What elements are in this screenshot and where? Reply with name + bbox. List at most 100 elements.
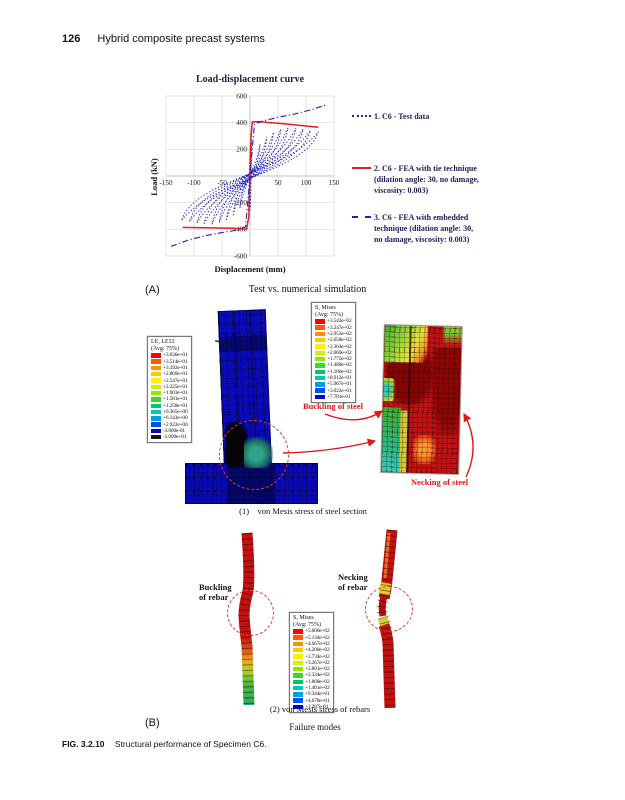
buckling-of-steel-label: Buckling of steel bbox=[303, 401, 363, 411]
legend-marker-solid bbox=[352, 167, 371, 169]
legend-row: +2.225e+01 bbox=[151, 384, 188, 390]
le-legend-subtitle: (Avg: 75%) bbox=[151, 345, 180, 352]
legend-value: +1.186e+02 bbox=[327, 368, 352, 375]
color-swatch bbox=[315, 375, 325, 381]
legend-text-line: 1. C6 - Test data bbox=[374, 112, 430, 121]
color-swatch bbox=[151, 353, 161, 358]
color-swatch bbox=[293, 666, 303, 672]
color-swatch bbox=[151, 378, 161, 383]
chart-plot-area: -600 -400 -200 200 400 600 -150 -100 -50 50 100 150 bbox=[159, 92, 339, 260]
y-axis-title: Load (kN) bbox=[149, 158, 159, 196]
legend-value: +1.287e-01 bbox=[305, 703, 329, 710]
color-swatch bbox=[315, 356, 325, 362]
legend-text-line: viscosity: 0.003) bbox=[374, 186, 429, 195]
legend-value: +3.192e+01 bbox=[163, 364, 188, 371]
legend-marker-dotted bbox=[352, 115, 371, 117]
legend-row: +1.287e-01 bbox=[293, 704, 330, 710]
load-displacement-chart: Load-displacement curve -600 -400 -200 200 4… bbox=[149, 74, 510, 286]
mises-b-title: S, Mises bbox=[293, 615, 314, 621]
svg-text:-400: -400 bbox=[234, 226, 248, 234]
legend-value: +1.581e+01 bbox=[163, 396, 188, 403]
section-b-label: (B) bbox=[145, 717, 160, 729]
legend-value: +2.334e+02 bbox=[305, 672, 330, 679]
color-swatch bbox=[315, 338, 325, 343]
svg-text:-600: -600 bbox=[234, 252, 248, 260]
legend-row: +9.365e+00 bbox=[151, 409, 188, 415]
legend-value: +2.922e+00 bbox=[163, 421, 188, 428]
legend-row: +4.667e+02 bbox=[293, 641, 330, 647]
legend-value: +2.547e+01 bbox=[163, 377, 188, 384]
legend-value: +2.869e+01 bbox=[163, 371, 188, 378]
legend-row: +2.922e+00 bbox=[151, 421, 188, 428]
figure-caption-label: FIG. 3.2.10 bbox=[62, 739, 105, 749]
buckling-arrow bbox=[324, 410, 383, 421]
necking-arrow bbox=[463, 413, 474, 478]
chart-title: Load-displacement curve bbox=[195, 74, 305, 85]
legend-value: +1.480e+02 bbox=[327, 362, 352, 369]
legend-value: -3.000e-01 bbox=[163, 427, 185, 434]
failure-zone-circle bbox=[219, 420, 289, 490]
arrow-to-zoom bbox=[282, 438, 377, 454]
legend-value: +4.667e+02 bbox=[305, 640, 330, 647]
color-swatch bbox=[151, 372, 161, 377]
legend-row: +9.344e+01 bbox=[293, 691, 330, 697]
legend-value: +6.143e+00 bbox=[163, 415, 188, 422]
legend-value: +3.247e+02 bbox=[327, 324, 352, 331]
caption-1: (1) von Mesis stress of steel section bbox=[239, 506, 367, 516]
color-swatch bbox=[293, 660, 303, 666]
color-swatch bbox=[293, 629, 303, 634]
color-swatch bbox=[151, 422, 161, 427]
legend-row: +2.547e+01 bbox=[151, 377, 188, 384]
color-swatch bbox=[315, 344, 325, 349]
color-swatch bbox=[293, 679, 303, 684]
legend-row: +1.581e+01 bbox=[151, 396, 188, 402]
buckling-zone-circle bbox=[227, 590, 274, 636]
color-swatch bbox=[151, 409, 161, 415]
figure-caption-text: Structural performance of Specimen C6. bbox=[114, 739, 267, 749]
mises-legend-rebar: S, Mises (Avg: 75%) +5.600e+02 +5.134e+02… bbox=[289, 612, 334, 714]
legend-row: +1.903e+01 bbox=[151, 390, 188, 396]
color-swatch bbox=[151, 390, 161, 396]
necking-of-rebar-label: Necking of rebar bbox=[338, 572, 368, 592]
color-swatch bbox=[293, 698, 303, 703]
legend-value: +3.734e+02 bbox=[305, 653, 330, 660]
failure-modes-label: Failure modes bbox=[289, 722, 341, 732]
legend-value: +5.967e+01 bbox=[327, 381, 352, 388]
color-swatch bbox=[315, 394, 325, 400]
legend-row: +3.022e+01 bbox=[315, 387, 352, 394]
legend-value: +1.775e+02 bbox=[327, 356, 352, 363]
svg-text:600: 600 bbox=[236, 92, 247, 100]
color-swatch bbox=[151, 384, 161, 390]
legend-row: +2.364e+02 bbox=[315, 343, 352, 350]
caption-2: (2) von Mesis stress of rebars bbox=[269, 704, 371, 714]
legend-text-line: technique (dilation angle: 30, bbox=[374, 224, 474, 233]
legend-row: +3.514e+01 bbox=[151, 358, 188, 365]
x-axis-title: Displacement (mm) bbox=[214, 264, 286, 274]
legend-row: +2.334e+02 bbox=[293, 672, 330, 678]
legend-row: +2.069e+02 bbox=[315, 350, 352, 356]
color-swatch bbox=[151, 403, 161, 408]
color-swatch bbox=[315, 363, 325, 368]
svg-text:100: 100 bbox=[301, 179, 312, 187]
svg-text:50: 50 bbox=[274, 179, 282, 187]
legend-value: +4.200e+02 bbox=[305, 647, 330, 654]
legend-marker-dash-dot bbox=[352, 216, 371, 218]
legend-row: +5.134e+02 bbox=[293, 634, 330, 641]
legend-row: +3.542e+02 bbox=[315, 318, 352, 324]
legend-value: +3.022e+01 bbox=[327, 387, 352, 394]
legend-value: +2.801e+02 bbox=[305, 666, 330, 673]
svg-text:200: 200 bbox=[236, 146, 247, 154]
legend-row: +1.868e+02 bbox=[293, 679, 330, 685]
legend-row: +5.967e+01 bbox=[315, 381, 352, 387]
color-swatch bbox=[151, 416, 161, 421]
figure-caption: FIG. 3.2.10 Structural performance of Sp… bbox=[62, 739, 267, 749]
legend-row: +3.734e+02 bbox=[293, 653, 330, 660]
legend-value: +1.258e+01 bbox=[163, 402, 188, 409]
section-a-label: (A) bbox=[145, 284, 160, 296]
mises-b-subtitle: (Avg: 75%) bbox=[293, 621, 322, 628]
le-legend-rows: +3.836e+01 +3.514e+01 +3.192e+01 +2.869e+01… bbox=[151, 352, 188, 440]
legend-row: +1.186e+02 bbox=[315, 369, 352, 375]
color-swatch bbox=[293, 704, 303, 710]
color-swatch bbox=[293, 692, 303, 697]
